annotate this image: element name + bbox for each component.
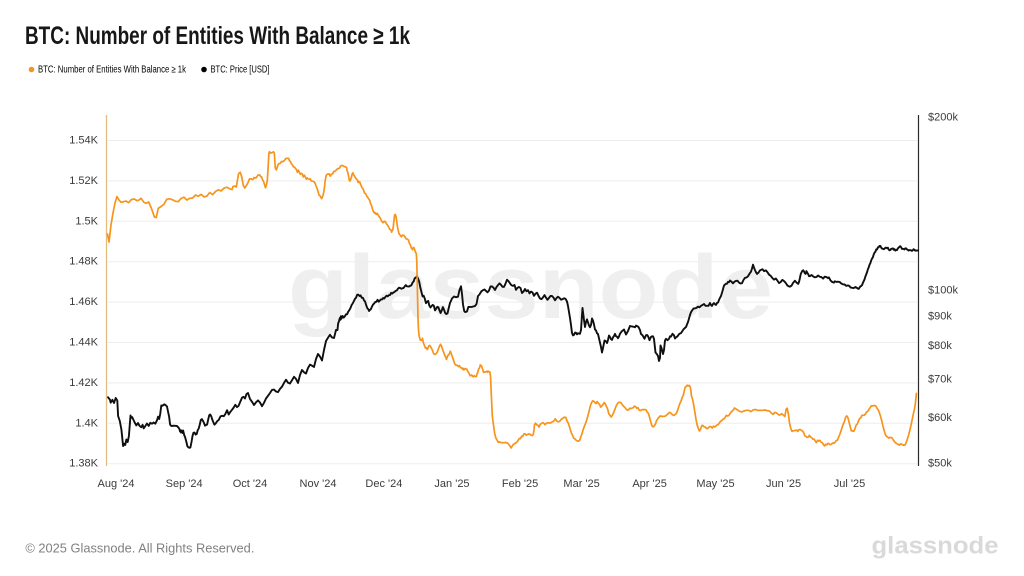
svg-text:1.52K: 1.52K bbox=[69, 175, 98, 187]
svg-text:$60k: $60k bbox=[928, 412, 952, 424]
svg-text:1.54K: 1.54K bbox=[69, 135, 98, 147]
svg-text:BTC: Number of Entities With B: BTC: Number of Entities With Balance ≥ 1… bbox=[38, 65, 187, 76]
svg-text:Mar '25: Mar '25 bbox=[563, 478, 599, 490]
svg-text:Nov '24: Nov '24 bbox=[300, 478, 337, 490]
svg-text:$80k: $80k bbox=[928, 340, 952, 352]
svg-text:Feb '25: Feb '25 bbox=[502, 478, 538, 490]
svg-text:Apr '25: Apr '25 bbox=[632, 478, 667, 490]
svg-text:$50k: $50k bbox=[928, 458, 952, 470]
svg-text:Jul '25: Jul '25 bbox=[834, 478, 865, 490]
svg-text:$90k: $90k bbox=[928, 311, 952, 323]
svg-text:1.5K: 1.5K bbox=[75, 215, 98, 227]
svg-text:BTC: Number of Entities With B: BTC: Number of Entities With Balance ≥ 1… bbox=[25, 22, 410, 50]
svg-text:1.46K: 1.46K bbox=[69, 296, 98, 308]
svg-text:© 2025 Glassnode. All Rights R: © 2025 Glassnode. All Rights Reserved. bbox=[25, 541, 254, 556]
svg-text:1.4K: 1.4K bbox=[75, 417, 98, 429]
svg-text:$100k: $100k bbox=[928, 284, 958, 296]
svg-text:Sep '24: Sep '24 bbox=[166, 478, 203, 490]
svg-text:BTC: Price [USD]: BTC: Price [USD] bbox=[211, 65, 270, 76]
svg-text:glassnode: glassnode bbox=[288, 238, 773, 338]
svg-text:Jan '25: Jan '25 bbox=[434, 478, 469, 490]
svg-text:1.44K: 1.44K bbox=[69, 337, 98, 349]
svg-text:May '25: May '25 bbox=[696, 478, 734, 490]
svg-text:1.38K: 1.38K bbox=[69, 458, 98, 470]
svg-text:1.48K: 1.48K bbox=[69, 256, 98, 268]
svg-text:$70k: $70k bbox=[928, 374, 952, 386]
svg-text:1.42K: 1.42K bbox=[69, 377, 98, 389]
svg-text:Oct '24: Oct '24 bbox=[233, 478, 268, 490]
svg-text:Aug '24: Aug '24 bbox=[98, 478, 135, 490]
svg-text:Jun '25: Jun '25 bbox=[766, 478, 801, 490]
svg-text:$200k: $200k bbox=[928, 111, 958, 123]
svg-text:Dec '24: Dec '24 bbox=[365, 478, 402, 490]
svg-text:glassnode: glassnode bbox=[872, 533, 999, 560]
